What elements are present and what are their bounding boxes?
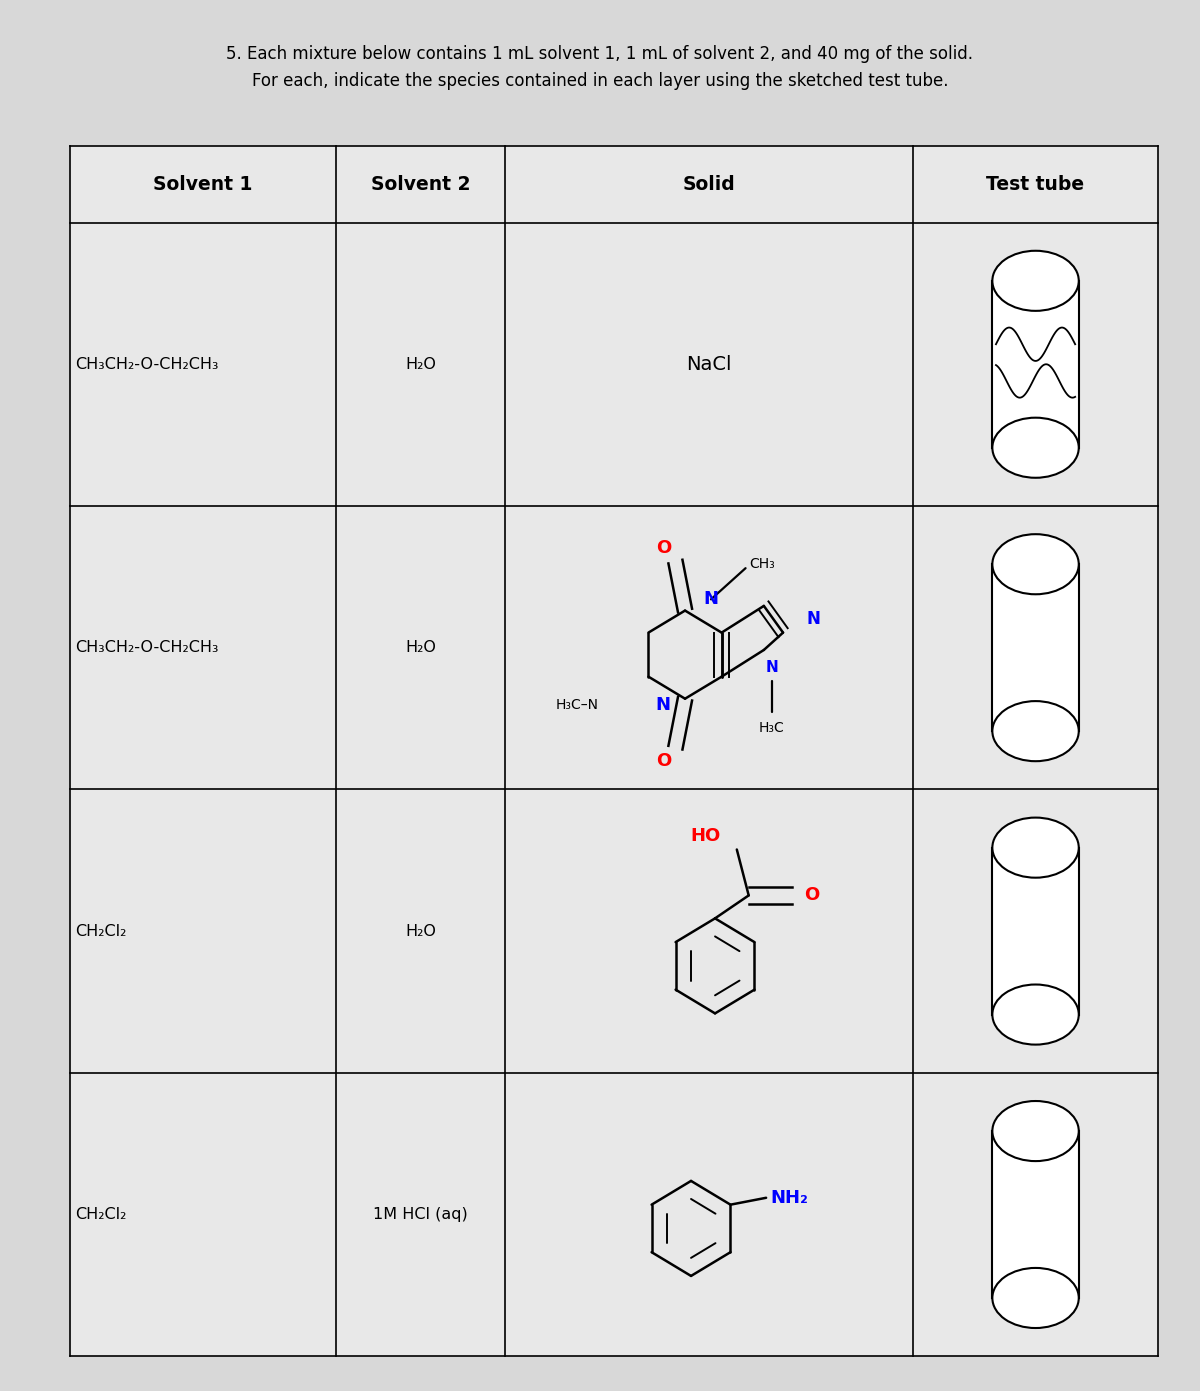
Text: N: N (655, 697, 671, 715)
Bar (992, 1131, 1079, 1298)
Text: N: N (806, 611, 821, 629)
Bar (992, 847, 1079, 1014)
Text: H₂O: H₂O (406, 924, 436, 939)
Ellipse shape (992, 1269, 1079, 1328)
Bar (992, 281, 1079, 448)
Text: O: O (656, 753, 672, 771)
Bar (992, 565, 1079, 732)
Text: H₃C: H₃C (758, 721, 785, 736)
Ellipse shape (992, 250, 1079, 310)
Text: NaCl: NaCl (686, 355, 732, 374)
Text: 5. Each mixture below contains 1 mL solvent 1, 1 mL of solvent 2, and 40 mg of t: 5. Each mixture below contains 1 mL solv… (227, 45, 973, 63)
Text: N: N (766, 661, 778, 675)
Ellipse shape (992, 534, 1079, 594)
Text: N: N (703, 590, 719, 608)
Ellipse shape (992, 417, 1079, 477)
Text: CH₂Cl₂: CH₂Cl₂ (76, 924, 127, 939)
Ellipse shape (992, 701, 1079, 761)
Ellipse shape (992, 818, 1079, 878)
Text: H₃C–N: H₃C–N (556, 698, 599, 712)
Text: CH₃CH₂-O-CH₂CH₃: CH₃CH₂-O-CH₂CH₃ (76, 640, 220, 655)
Text: CH₂Cl₂: CH₂Cl₂ (76, 1207, 127, 1223)
Text: H₂O: H₂O (406, 356, 436, 371)
Text: O: O (804, 886, 820, 904)
Text: 1M HCl (aq): 1M HCl (aq) (373, 1207, 468, 1223)
Text: NH₂: NH₂ (770, 1189, 808, 1207)
Text: Test tube: Test tube (986, 175, 1085, 193)
Text: CH₃: CH₃ (750, 556, 775, 570)
Text: O: O (656, 540, 672, 558)
Text: Solid: Solid (683, 175, 736, 193)
Text: CH₃CH₂-O-CH₂CH₃: CH₃CH₂-O-CH₂CH₃ (76, 356, 220, 371)
Ellipse shape (992, 985, 1079, 1045)
Ellipse shape (992, 1102, 1079, 1161)
Text: H₂O: H₂O (406, 640, 436, 655)
Text: Solvent 2: Solvent 2 (371, 175, 470, 193)
Text: Solvent 1: Solvent 1 (154, 175, 253, 193)
Text: HO: HO (690, 826, 720, 844)
Bar (70, 146, 1158, 1356)
Text: For each, indicate the species contained in each layer using the sketched test t: For each, indicate the species contained… (252, 72, 948, 90)
